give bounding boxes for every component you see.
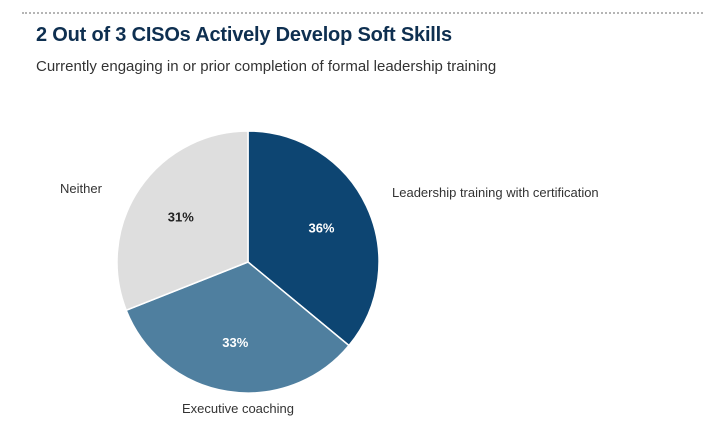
pie-slice-2 [116, 130, 249, 312]
slice-category-label: Leadership training with certification [392, 185, 599, 200]
dotted-divider [22, 12, 703, 14]
chart-subtitle: Currently engaging in or prior completio… [36, 58, 497, 75]
chart-title: 2 Out of 3 CISOs Actively Develop Soft S… [36, 24, 452, 46]
slice-value-label: 33% [222, 335, 248, 350]
slice-category-label: Neither [60, 181, 103, 196]
slice-value-label: 36% [308, 220, 334, 235]
pie-slice-0 [247, 130, 380, 347]
pie-slice-1 [125, 261, 350, 394]
slice-value-label: 31% [168, 209, 194, 224]
slice-category-label: Executive coaching [182, 401, 294, 416]
